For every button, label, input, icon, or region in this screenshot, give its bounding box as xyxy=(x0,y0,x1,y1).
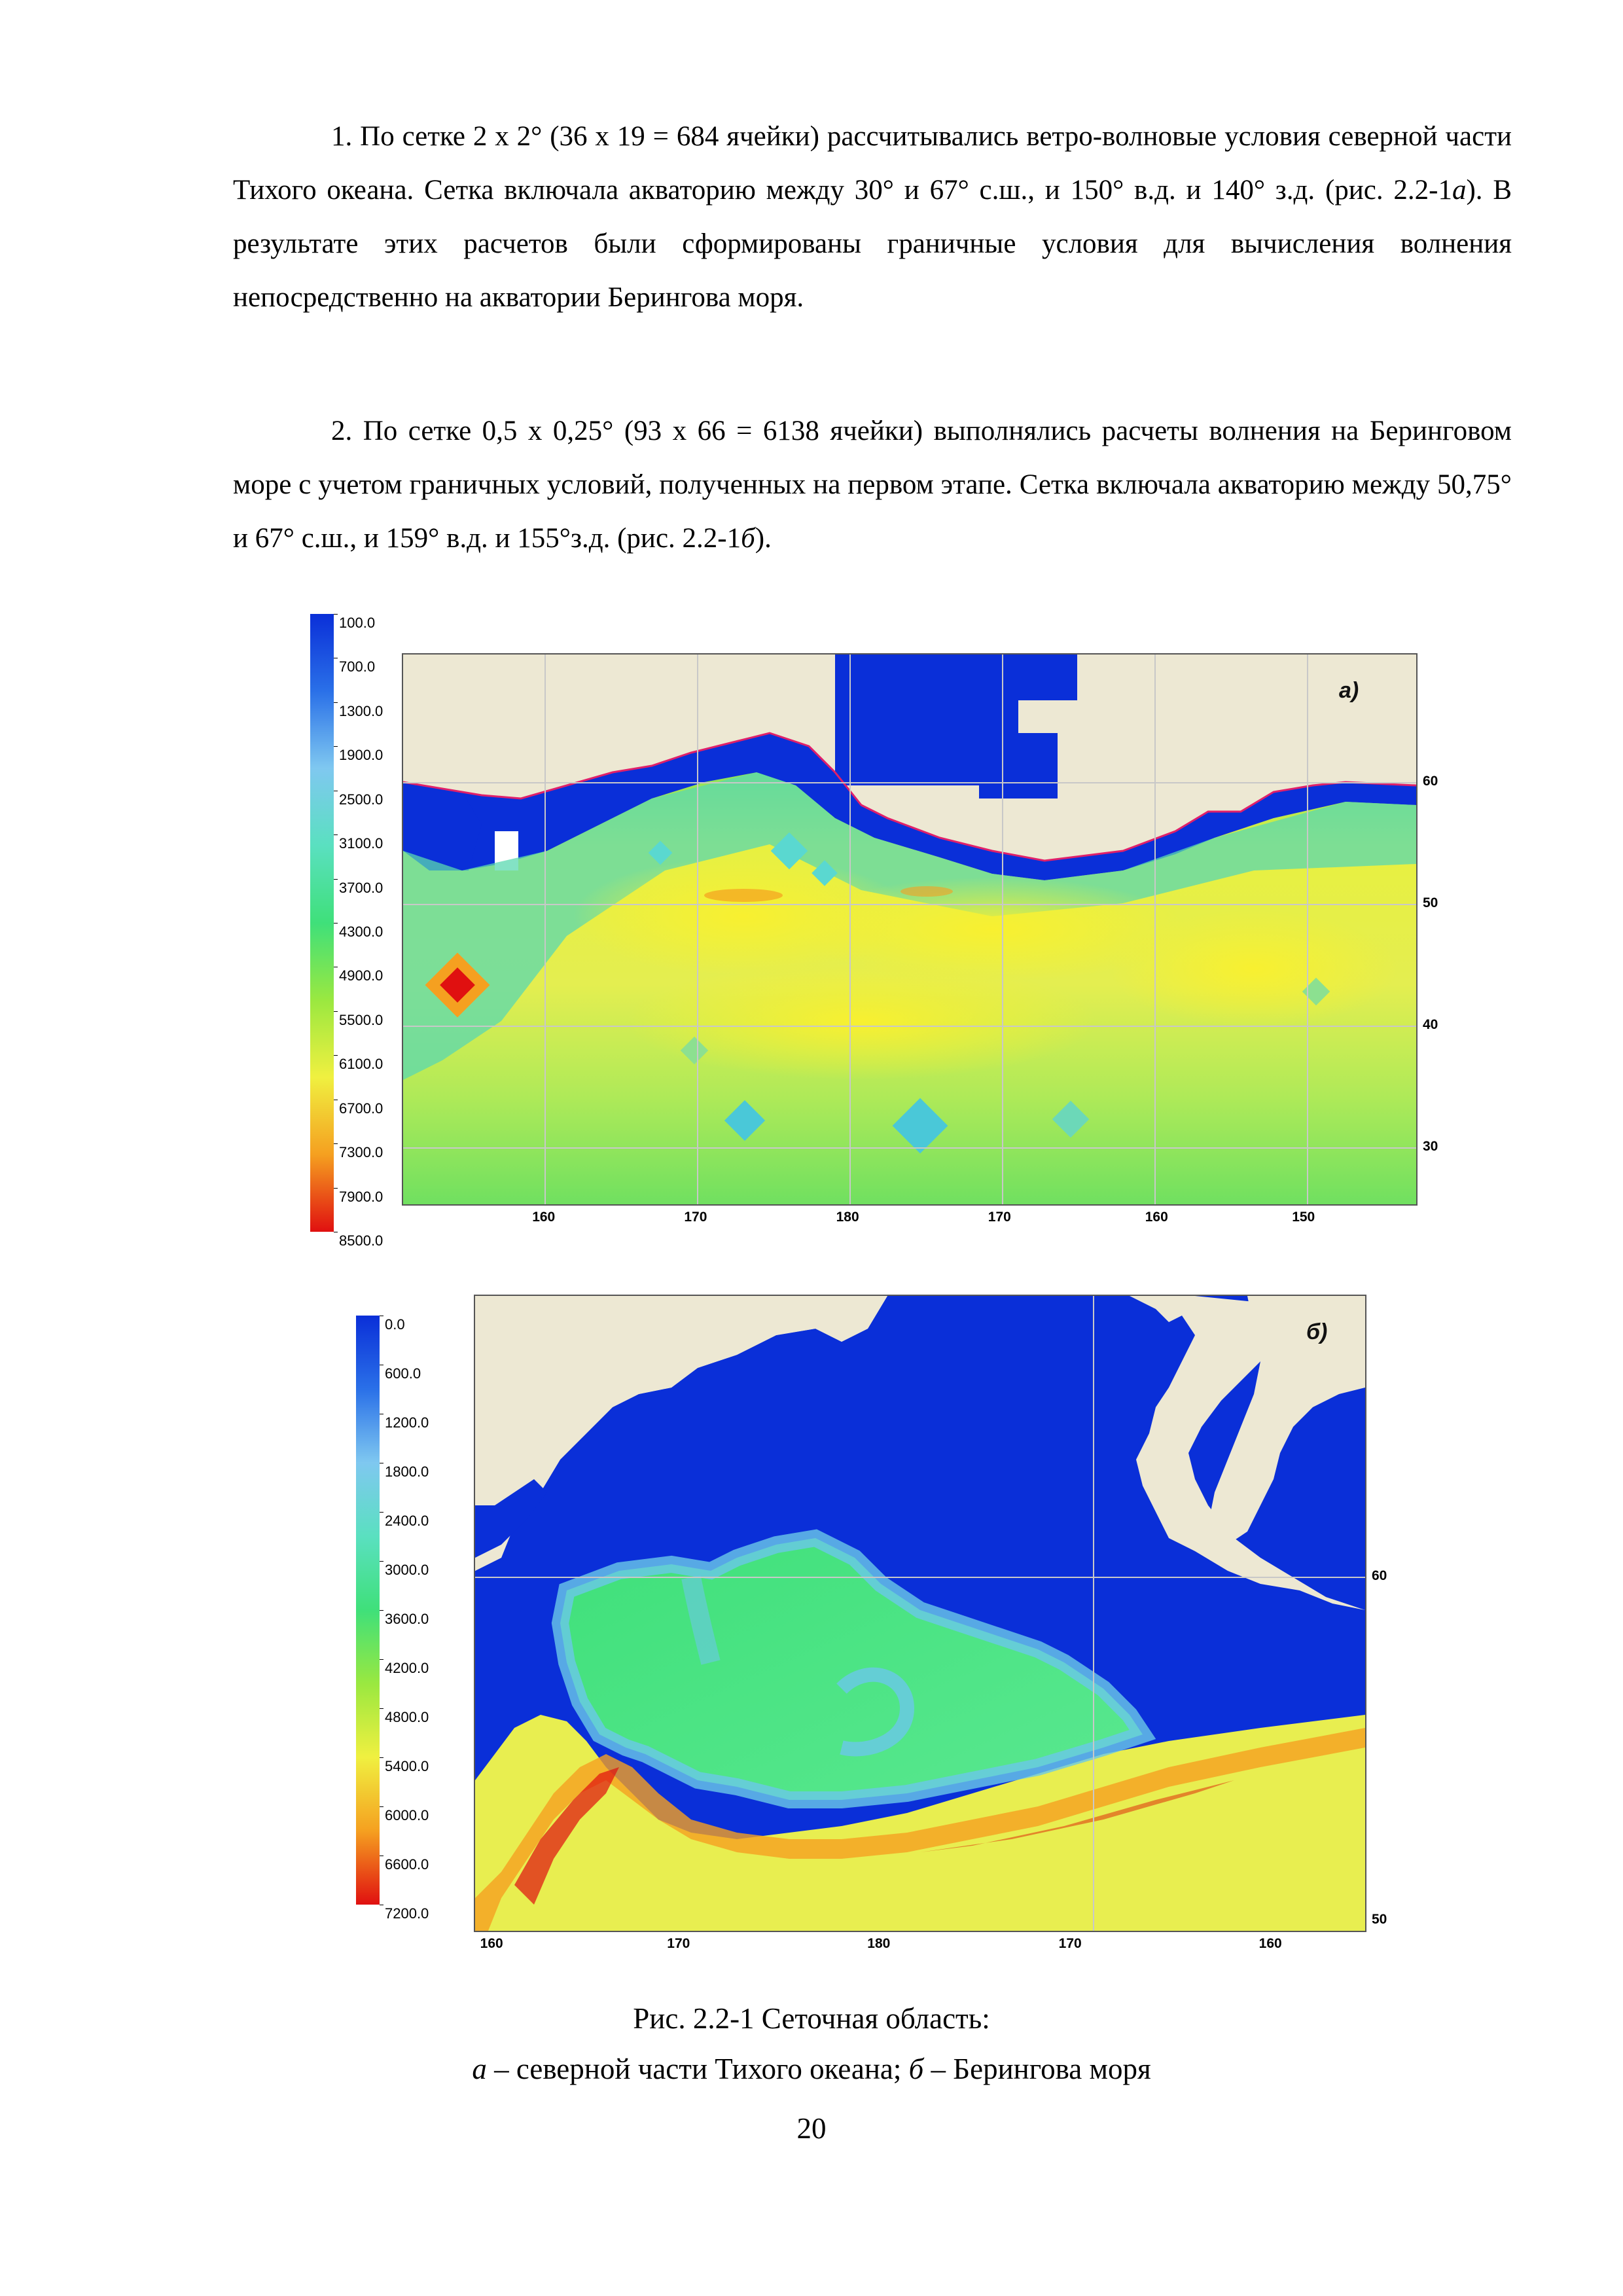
color-scale-tick xyxy=(380,1708,383,1709)
color-scale-label: 7200.0 xyxy=(385,1905,429,1922)
color-scale-tick xyxy=(380,1757,383,1758)
color-scale-label: 6000.0 xyxy=(385,1807,429,1823)
longitude-label: 170 xyxy=(667,1936,690,1951)
longitude-label: 160 xyxy=(1258,1936,1282,1951)
text-run: ). xyxy=(755,523,772,554)
color-scale-label: 5500.0 xyxy=(339,1011,383,1028)
color-scale-tick xyxy=(380,1561,383,1562)
text-run: ). В результате этих расчетов были сформ… xyxy=(233,175,1512,313)
color-scale-tick xyxy=(334,878,338,880)
color-scale-label: 4200.0 xyxy=(385,1660,429,1676)
color-scale-bar xyxy=(356,1316,380,1905)
text-run: б xyxy=(741,523,755,554)
color-scale-tick xyxy=(334,1055,338,1056)
paragraph-1: 1. По сетке 2 х 2° (36 х 19 = 684 ячейки… xyxy=(233,110,1512,325)
page-number: 20 xyxy=(796,2112,827,2145)
color-scale-tick xyxy=(334,1011,338,1012)
latitude-label: 50 xyxy=(1423,895,1438,911)
color-scale-label: 7300.0 xyxy=(339,1144,383,1161)
color-scale-label: 600.0 xyxy=(385,1365,421,1382)
color-scale-label: 3700.0 xyxy=(339,879,383,896)
text-run: а xyxy=(472,2053,487,2085)
color-scale-label: 1300.0 xyxy=(339,702,383,719)
longitude-label: 160 xyxy=(532,1210,556,1225)
color-scale-tick xyxy=(334,746,338,747)
latitude-label: 50 xyxy=(1372,1912,1387,1928)
figure-b-map-graphic xyxy=(475,1296,1365,1931)
color-scale-tick xyxy=(334,614,338,615)
color-scale-label: 4300.0 xyxy=(339,924,383,940)
latitude-label: 30 xyxy=(1423,1139,1438,1155)
text-run: б xyxy=(908,2053,924,2085)
longitude-label: 170 xyxy=(1058,1936,1082,1951)
color-scale-tick xyxy=(334,1187,338,1189)
color-scale-label: 3100.0 xyxy=(339,835,383,852)
color-scale-tick xyxy=(380,1659,383,1660)
figure-a-grid-lines xyxy=(403,655,1416,1204)
color-scale-label: 2400.0 xyxy=(385,1513,429,1529)
color-scale-label: 0.0 xyxy=(385,1316,405,1333)
color-scale-label: 4800.0 xyxy=(385,1709,429,1725)
color-scale-bar xyxy=(310,614,334,1232)
color-scale-label: 6600.0 xyxy=(385,1856,429,1873)
color-scale-label: 100.0 xyxy=(339,615,376,631)
color-scale-label: 3600.0 xyxy=(385,1611,429,1627)
longitude-label: 150 xyxy=(1292,1210,1315,1225)
color-scale-tick xyxy=(334,834,338,836)
color-scale-label: 7900.0 xyxy=(339,1188,383,1205)
figure-a-map-graphic xyxy=(403,655,1416,1204)
color-scale-tick xyxy=(380,1610,383,1611)
color-scale-tick xyxy=(380,1512,383,1513)
longitude-label: 160 xyxy=(480,1936,503,1951)
text-run: – Берингова моря xyxy=(923,2053,1151,2085)
figure-b-map: б) xyxy=(474,1295,1366,1932)
paragraph-2: 2. По сетке 0,5 х 0,25° (93 х 66 = 6138 … xyxy=(233,404,1512,565)
longitude-label: 180 xyxy=(836,1210,859,1225)
color-scale-tick xyxy=(334,1143,338,1145)
figure-a-color-scale: 100.0 700.0 1300.0 1900.0 2500.0 3100.0 3700.0… xyxy=(310,614,402,1249)
text-run: – северной части Тихого океана; xyxy=(486,2053,909,2085)
color-scale-label: 1800.0 xyxy=(385,1463,429,1480)
longitude-label: 170 xyxy=(684,1210,707,1225)
figure-caption-title: Рис. 2.2-1 Сеточная область: xyxy=(633,2002,990,2035)
color-scale-label: 5400.0 xyxy=(385,1758,429,1774)
color-scale-label: 700.0 xyxy=(339,658,376,675)
text-run: 1. По сетке 2 х 2° (36 х 19 = 684 ячейки… xyxy=(233,121,1512,206)
color-scale-label: 8500.0 xyxy=(339,1232,383,1249)
figure-b-grid-lines xyxy=(475,1296,1365,1931)
color-scale-tick xyxy=(380,1806,383,1807)
color-scale-tick xyxy=(334,923,338,924)
text-run: 2. По сетке 0,5 х 0,25° (93 х 66 = 6138 … xyxy=(233,416,1512,554)
color-scale-label: 6700.0 xyxy=(339,1100,383,1117)
latitude-label: 40 xyxy=(1423,1016,1438,1032)
longitude-label: 180 xyxy=(867,1936,891,1951)
latitude-label: 60 xyxy=(1423,773,1438,789)
color-scale-label: 2500.0 xyxy=(339,791,383,808)
figure-a-map: а) xyxy=(402,653,1418,1206)
color-scale-label: 1200.0 xyxy=(385,1414,429,1431)
latitude-label: 60 xyxy=(1372,1568,1387,1583)
color-scale-label: 3000.0 xyxy=(385,1562,429,1578)
figure-caption-legend: а – северной части Тихого океана; б – Бе… xyxy=(0,2052,1623,2086)
color-scale-label: 6100.0 xyxy=(339,1056,383,1073)
longitude-label: 170 xyxy=(988,1210,1011,1225)
color-scale-tick xyxy=(334,702,338,703)
figure-b-panel-letter: б) xyxy=(1306,1319,1328,1344)
color-scale-label: 4900.0 xyxy=(339,967,383,984)
figure-b-color-scale: 0.0 600.0 1200.0 1800.0 2400.0 3000.0 3600.0 42… xyxy=(356,1316,448,1922)
text-run: а xyxy=(1452,175,1467,206)
figure-a-panel-letter: а) xyxy=(1339,678,1359,703)
color-scale-label: 1900.0 xyxy=(339,747,383,764)
longitude-label: 160 xyxy=(1145,1210,1168,1225)
